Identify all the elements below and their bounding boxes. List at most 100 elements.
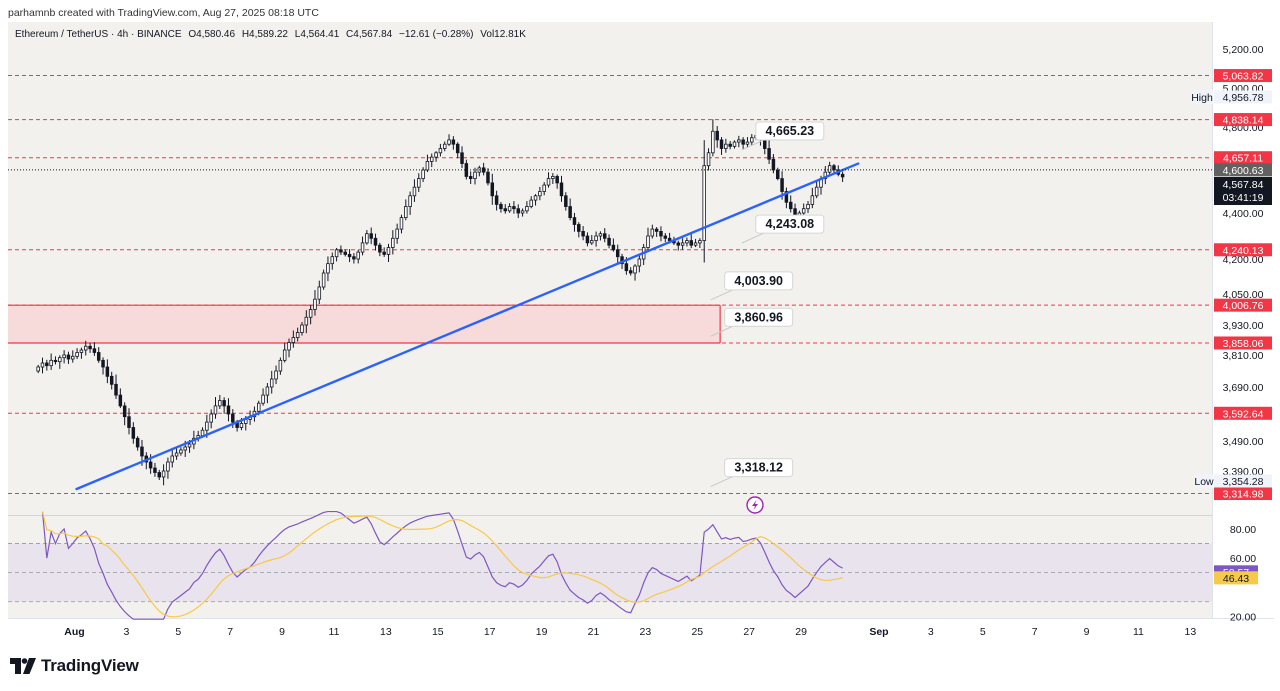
candle	[564, 192, 568, 211]
candle-body	[166, 461, 170, 472]
candle-body	[382, 251, 386, 255]
candle	[278, 357, 283, 375]
candle-body	[590, 240, 594, 244]
candle-body	[633, 265, 637, 274]
candle-body	[430, 156, 434, 162]
low-marker-label: Low	[1194, 476, 1214, 488]
candle-body	[585, 235, 590, 244]
candle	[767, 140, 771, 165]
candle	[568, 198, 572, 221]
candle	[551, 173, 555, 184]
time-tick-label: 21	[588, 626, 600, 638]
candle	[369, 227, 373, 245]
candle-body	[200, 429, 205, 437]
level-price-tag-bg	[1214, 151, 1272, 165]
candle-body	[434, 152, 438, 158]
level-price-tag-text: 3,314.98	[1223, 489, 1264, 501]
candle-body	[598, 233, 603, 237]
candle-body	[257, 402, 261, 412]
candle-body	[291, 337, 296, 343]
candle	[105, 359, 110, 384]
chart-svg[interactable]: 4,665.23 4,243.08 4,003.90 3,860.96 3,318.12…	[8, 22, 1274, 642]
candle	[680, 238, 685, 250]
time-tick-label: 27	[743, 626, 755, 638]
candle	[287, 338, 291, 358]
flash-icon[interactable]	[746, 496, 764, 514]
callout-box	[755, 214, 825, 234]
candle-body	[741, 139, 745, 145]
symbol-legend[interactable]: Ethereum / TetherUS · 4h · BINANCE O4,58…	[15, 29, 530, 40]
candle-body	[663, 235, 668, 239]
candle	[719, 137, 724, 155]
supply-zone	[8, 305, 721, 343]
callout-box	[724, 458, 794, 478]
candle-body	[148, 461, 153, 469]
candle-body	[326, 263, 330, 274]
candle	[628, 267, 633, 276]
rsi-ma-line	[41, 511, 843, 618]
candle	[391, 230, 395, 255]
price-tick-label: 3,930.00	[1223, 320, 1264, 332]
candle-body	[421, 169, 425, 179]
candle	[559, 175, 564, 202]
current-price-bg	[1214, 177, 1272, 205]
level-price-tag-text: 3,858.06	[1223, 338, 1264, 350]
candle	[823, 166, 828, 185]
legend-symbol[interactable]: Ethereum / TetherUS · 4h · BINANCE	[15, 29, 182, 40]
candle	[724, 138, 728, 153]
candle-body	[105, 366, 110, 377]
price-axis[interactable]: 5,200.005,000.004,800.004,600.004,400.00…	[1191, 44, 1272, 501]
candle-body	[40, 362, 45, 368]
candle	[654, 227, 659, 237]
candle	[96, 347, 101, 363]
rsi-ma-bg	[1214, 571, 1258, 585]
level-price-tag-bg	[1214, 243, 1272, 257]
candle	[170, 447, 174, 468]
candle	[71, 350, 75, 363]
candle-body	[205, 421, 209, 431]
candle-body	[75, 352, 79, 357]
candle	[53, 356, 58, 365]
candle	[525, 201, 529, 214]
tradingview-logo[interactable]: TradingView	[10, 656, 139, 676]
candle-body	[724, 143, 728, 149]
candle-body	[369, 233, 373, 239]
candle	[693, 238, 698, 248]
candle	[317, 280, 322, 305]
candle	[659, 226, 663, 242]
candle	[295, 327, 300, 342]
candle-body	[460, 152, 464, 164]
level-price-tag: 4,240.13	[1214, 243, 1272, 257]
candle	[737, 135, 741, 148]
high-marker: 4,956.78 High	[1191, 90, 1272, 104]
candle	[689, 234, 693, 249]
candle-body	[776, 169, 780, 179]
candle-body	[378, 244, 382, 253]
candle-body	[650, 228, 655, 237]
candle	[45, 359, 49, 371]
candle-body	[533, 195, 538, 201]
candle-body	[118, 394, 123, 407]
level-price-tag-bg	[1214, 69, 1272, 83]
time-axis[interactable]: Aug 3 5 7 9 11 13 15 17 19 21 23 25 27 29 Sep 3 5 7 9 11 13	[64, 626, 1196, 638]
price-tick-label: 3,810.00	[1223, 350, 1264, 362]
candle-body	[49, 359, 53, 367]
level-price-tag-text: 4,006.76	[1223, 300, 1264, 312]
candle	[135, 436, 140, 451]
candle-body	[71, 355, 75, 360]
time-tick-label: 5	[175, 626, 181, 638]
candle-body	[36, 366, 40, 372]
candle	[615, 244, 620, 264]
level-price-tag-text: 4,838.14	[1223, 115, 1264, 127]
chart-frame[interactable]: 4,665.23 4,243.08 4,003.90 3,860.96 3,318.12…	[8, 22, 1274, 642]
trendline[interactable]	[75, 162, 860, 491]
time-tick-label: 15	[432, 626, 444, 638]
candle	[650, 224, 655, 239]
rsi-ma-tag: 46.43	[1214, 571, 1258, 585]
candle-body	[183, 446, 187, 451]
time-tick-label: 7	[1032, 626, 1038, 638]
candle	[417, 173, 421, 192]
candle-body	[706, 152, 711, 167]
candle-body	[737, 139, 741, 143]
candle-body	[624, 263, 629, 272]
